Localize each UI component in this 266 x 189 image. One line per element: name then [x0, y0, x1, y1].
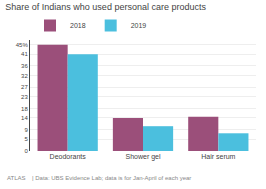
svg-text:2019: 2019	[131, 22, 147, 29]
svg-text:45%: 45%	[16, 42, 29, 48]
svg-text:32: 32	[21, 73, 28, 79]
svg-text:2018: 2018	[70, 22, 86, 29]
svg-text:41: 41	[21, 51, 28, 57]
svg-text:0: 0	[24, 148, 28, 154]
svg-text:Share of Indians who used pers: Share of Indians who used personal care …	[5, 2, 206, 12]
svg-text:36: 36	[21, 63, 28, 69]
svg-text:23: 23	[21, 94, 28, 100]
svg-text:Deodorants: Deodorants	[50, 153, 87, 160]
svg-text:Shower gel: Shower gel	[125, 153, 160, 161]
svg-text:14: 14	[21, 115, 28, 121]
svg-text:5: 5	[24, 136, 28, 142]
svg-text:| Data: UBS Evidence Lab; data: | Data: UBS Evidence Lab; data is for Ja…	[32, 175, 191, 181]
svg-text:9: 9	[24, 127, 28, 133]
svg-text:27: 27	[21, 84, 28, 90]
svg-text:Hair serum: Hair serum	[201, 153, 235, 160]
svg-text:ATLAS: ATLAS	[7, 175, 26, 181]
svg-text:18: 18	[21, 106, 28, 112]
